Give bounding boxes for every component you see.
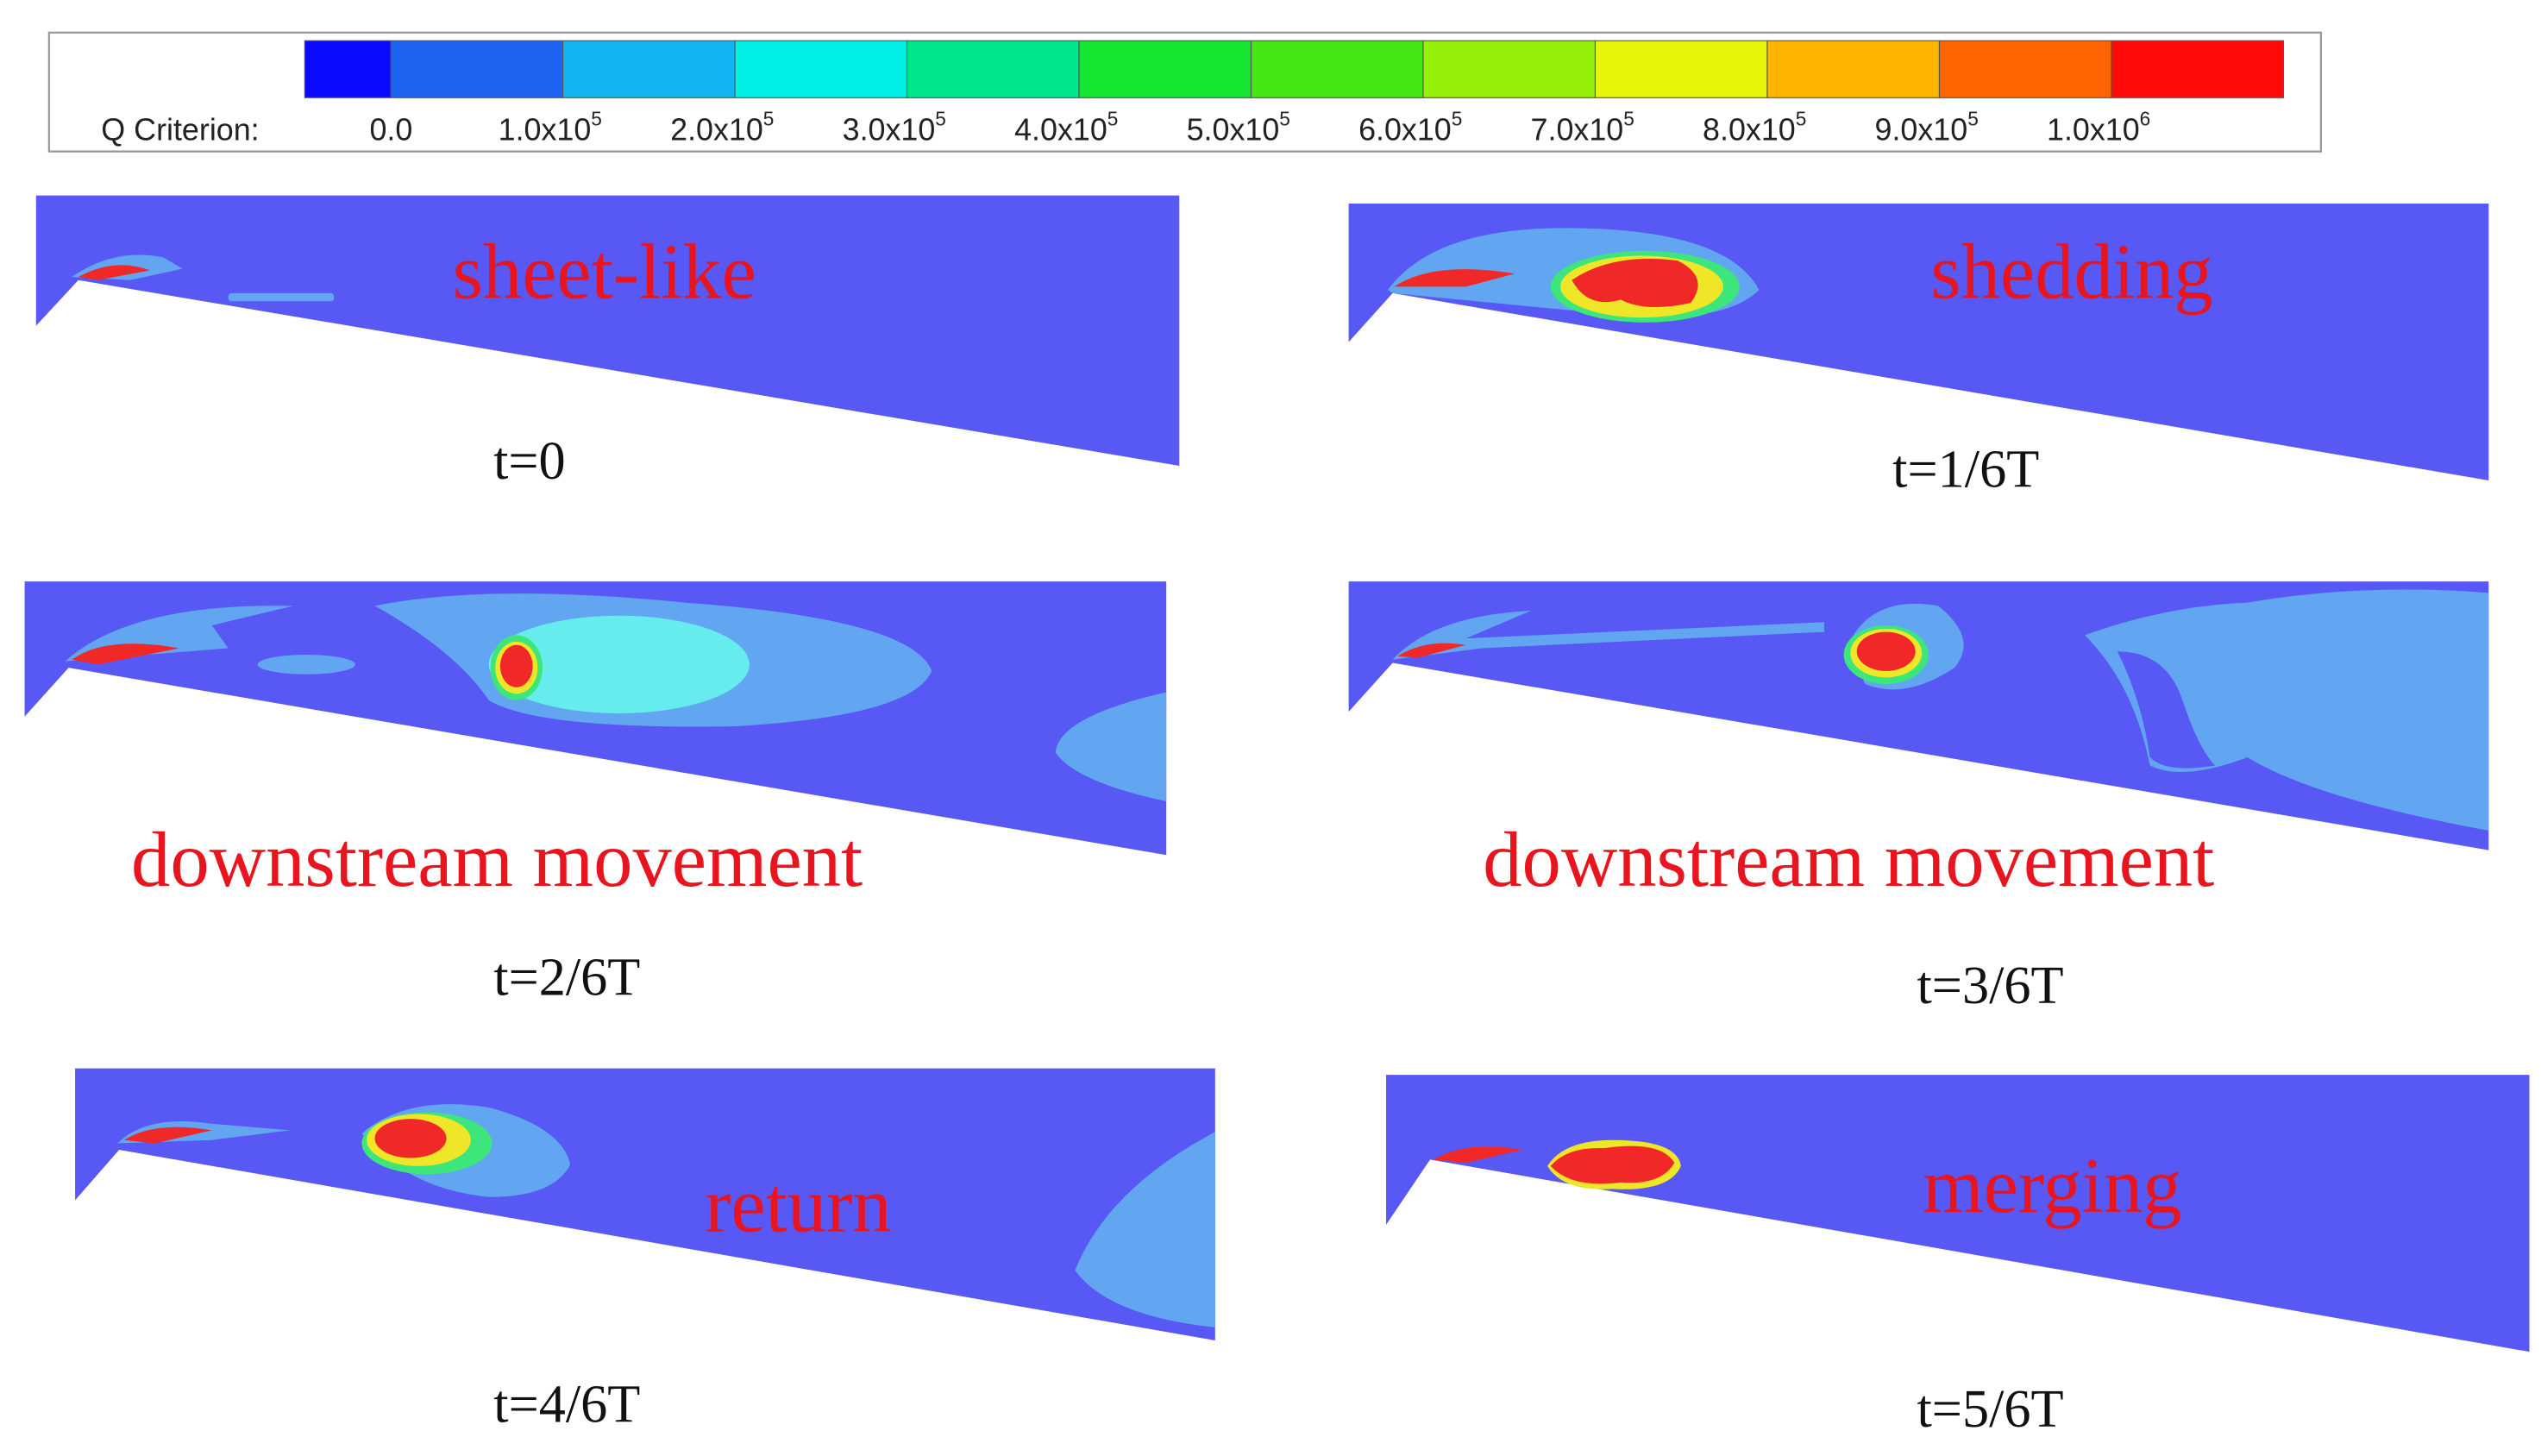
time-label: t=3/6T (1917, 956, 2064, 1015)
tick-exponent: 5 (763, 107, 775, 129)
contour (374, 1119, 447, 1158)
tick-base: 3.0x10 (843, 112, 936, 147)
tick-exponent: 5 (1623, 107, 1634, 129)
colorbar-tick-label: 3.0x105 (843, 107, 946, 147)
colorbar-segment (1250, 40, 1424, 98)
tick-exponent: 6 (2140, 107, 2151, 129)
contour (1433, 1146, 1523, 1164)
tick-exponent: 5 (1107, 107, 1119, 129)
contour (1550, 1145, 1675, 1184)
colorbar-tick-label: 5.0x105 (1187, 107, 1290, 147)
tick-exponent: 5 (591, 107, 602, 129)
state-label: sheet-like (453, 229, 756, 316)
contour (1572, 258, 1698, 308)
state-label: shedding (1930, 229, 2212, 316)
colorbar-segment (304, 40, 392, 98)
tick-base: 5.0x10 (1187, 112, 1280, 147)
colorbar-segment (1766, 40, 1941, 98)
tick-base: 2.0x10 (670, 112, 763, 147)
tick-base: 8.0x10 (1703, 112, 1796, 147)
time-label: t=1/6T (1892, 440, 2039, 499)
time-label: t=2/6T (493, 948, 640, 1007)
colorbar-label: Q Criterion: (101, 112, 259, 147)
colorbar-segment (562, 40, 736, 98)
tick-exponent: 5 (1967, 107, 1979, 129)
tick-exponent: 5 (1279, 107, 1290, 129)
time-label: t=4/6T (493, 1374, 640, 1434)
tick-exponent: 5 (935, 107, 946, 129)
contour (123, 1127, 212, 1144)
panel: shedding t=1/6T (1348, 204, 2489, 499)
contour (78, 265, 150, 280)
colorbar-tick-label: 8.0x105 (1703, 107, 1806, 147)
time-label: t=0 (493, 431, 566, 491)
contour (228, 292, 335, 302)
contour (1397, 643, 1466, 658)
panel: downstream movement t=3/6T (1348, 581, 2489, 1015)
domain (35, 195, 1180, 467)
colorbar-tick-label: 4.0x105 (1014, 107, 1118, 147)
colorbar-segment (1422, 40, 1597, 98)
colorbar-tick-label: 6.0x105 (1358, 107, 1462, 147)
colorbar-tick-label: 9.0x105 (1875, 107, 1979, 147)
colorbar: Q Criterion: 0.0 1.0x105 2.0x105 3.0x105 4.0… (47, 31, 2322, 153)
contour (2117, 651, 2216, 769)
colorbar-segment (906, 40, 1080, 98)
contour (499, 644, 533, 687)
state-label: merging (1923, 1142, 2181, 1229)
tick-base: 7.0x10 (1531, 112, 1624, 147)
tick-base: 9.0x10 (1875, 112, 1968, 147)
state-label: downstream movement (131, 816, 863, 903)
panel: return t=4/6T (75, 1068, 1215, 1434)
contour (2085, 589, 2489, 831)
colorbar-tick-label: 7.0x105 (1531, 107, 1634, 147)
colorbar-bar: 0.0 1.0x105 2.0x105 3.0x105 4.0x105 5.0x105 6.… (304, 40, 2284, 147)
contour (1075, 1132, 1215, 1327)
tick-base: 1.0x10 (499, 112, 592, 147)
tick-exponent: 5 (1452, 107, 1463, 129)
colorbar-tick-label: 1.0x105 (499, 107, 602, 147)
contour (1055, 692, 1167, 801)
contour (1856, 631, 1916, 671)
domain (75, 1068, 1215, 1340)
contour (257, 655, 355, 675)
tick-base: 1.0x10 (2047, 112, 2140, 147)
state-label: downstream movement (1483, 816, 2214, 903)
contour (1392, 611, 1824, 660)
contour (72, 643, 179, 665)
tick-base: 4.0x10 (1014, 112, 1107, 147)
panel: merging t=5/6T (1386, 1075, 2530, 1439)
contour (1394, 269, 1515, 287)
contour (488, 615, 750, 714)
colorbar-tick-label: 2.0x105 (670, 107, 774, 147)
colorbar-segment (390, 40, 564, 98)
colorbar-segment (1938, 40, 2112, 98)
tick-base: 6.0x10 (1358, 112, 1452, 147)
colorbar-tick-label: 1.0x106 (2047, 107, 2150, 147)
time-label: t=5/6T (1917, 1379, 2064, 1439)
colorbar-segment (2111, 40, 2284, 98)
colorbar-tick-label: 0.0 (369, 112, 412, 147)
domain (1386, 1075, 2530, 1352)
state-label: return (705, 1161, 891, 1248)
tick-base: 0.0 (369, 112, 412, 147)
tick-exponent: 5 (1796, 107, 1807, 129)
colorbar-segment (734, 40, 908, 98)
panel: sheet-like t=0 (35, 195, 1180, 491)
colorbar-segment (1594, 40, 1768, 98)
panel: downstream movement t=2/6T (24, 581, 1167, 1007)
colorbar-segment (1078, 40, 1252, 98)
